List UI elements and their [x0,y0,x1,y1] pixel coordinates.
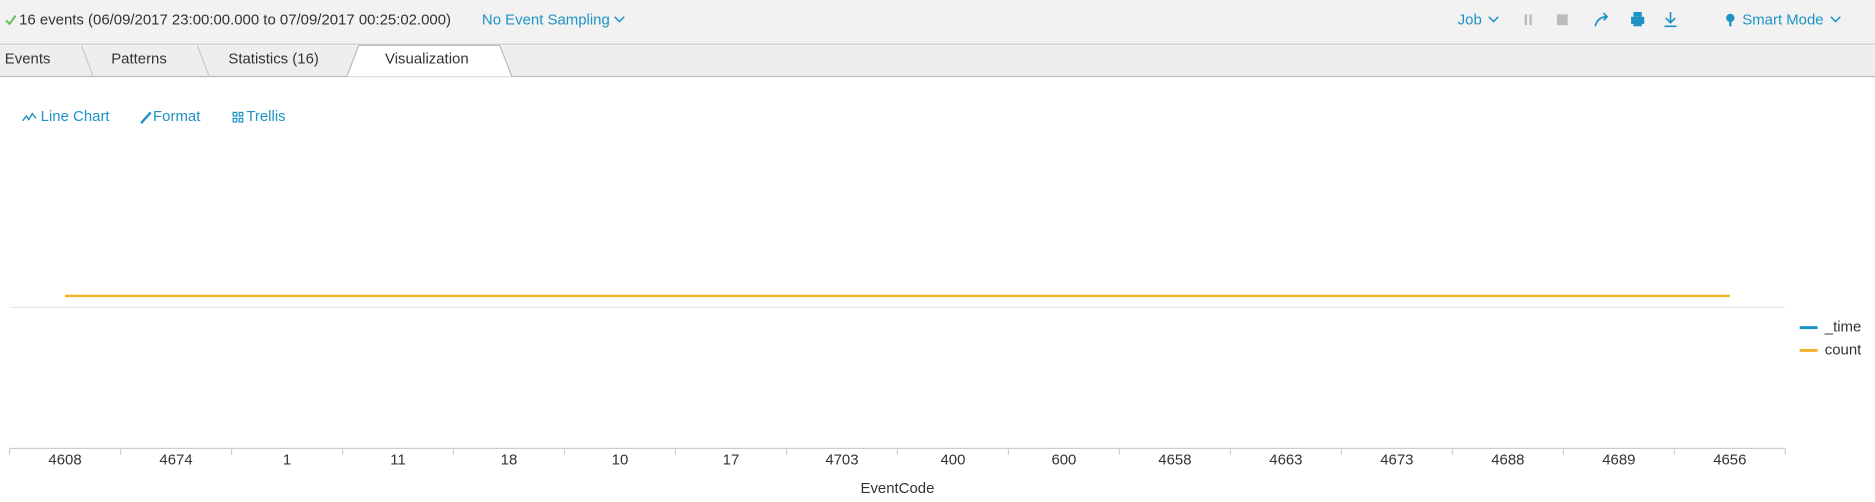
pause-button[interactable] [1524,14,1532,26]
x-tick-label: 4608 [48,451,81,468]
tab[interactable]: Visualization [385,51,469,68]
x-tick-label: 400 [940,451,965,468]
event-status: 16 events (06/09/2017 23:00:00.000 to 07… [19,11,451,28]
x-tick-label: 4658 [1158,451,1191,468]
job-menu[interactable]: Job [1458,11,1499,28]
x-tick-label: 4688 [1491,451,1524,468]
toolbar-button[interactable]: Trellis [246,108,285,125]
x-tick-label: 4674 [159,451,192,468]
bulb-icon [1726,13,1735,23]
format-icon [140,111,152,124]
tab[interactable]: Patterns [111,51,167,68]
chevron [1488,16,1499,23]
toolbar-button[interactable]: Line Chart [41,108,111,125]
x-axis-title: EventCode [860,480,934,497]
export-button[interactable] [1664,11,1677,28]
x-tick-label: 4703 [825,451,858,468]
toolbar-button[interactable]: Format [153,108,201,125]
sampling-menu[interactable]: No Event Sampling [482,11,625,28]
bulb-base [1729,21,1732,27]
print-button[interactable] [1631,11,1645,27]
legend-label: count [1825,341,1862,358]
stop-button[interactable] [1556,14,1568,26]
x-tick-label: 17 [723,451,740,468]
x-tick-label: 600 [1051,451,1076,468]
tab-bar [0,45,1875,77]
x-tick-label: 4673 [1380,451,1413,468]
tab[interactable]: Statistics (16) [228,51,319,68]
active-tab [346,44,513,77]
check-icon [5,14,17,26]
chevron [1830,16,1841,23]
x-tick-label: 10 [612,451,629,468]
job-label[interactable]: Job [1458,11,1482,28]
x-tick-label: 18 [501,451,518,468]
x-tick-label: 1 [283,451,291,468]
trellis-icon [232,111,244,123]
tab-separators [80,45,210,77]
mode-label[interactable]: Smart Mode [1742,11,1823,28]
sampling-label[interactable]: No Event Sampling [482,11,610,28]
legend-label: _time [1824,319,1862,336]
x-tick-label: 4656 [1713,451,1746,468]
tab[interactable]: Events [5,51,51,68]
mode-menu[interactable]: Smart Mode [1726,11,1841,28]
x-tick-label: 11 [390,451,406,468]
line-chart-icon [22,112,37,122]
share-button[interactable] [1594,12,1609,27]
x-tick-label: 4663 [1269,451,1302,468]
chevron [614,16,625,23]
x-tick-label: 4689 [1602,451,1635,468]
